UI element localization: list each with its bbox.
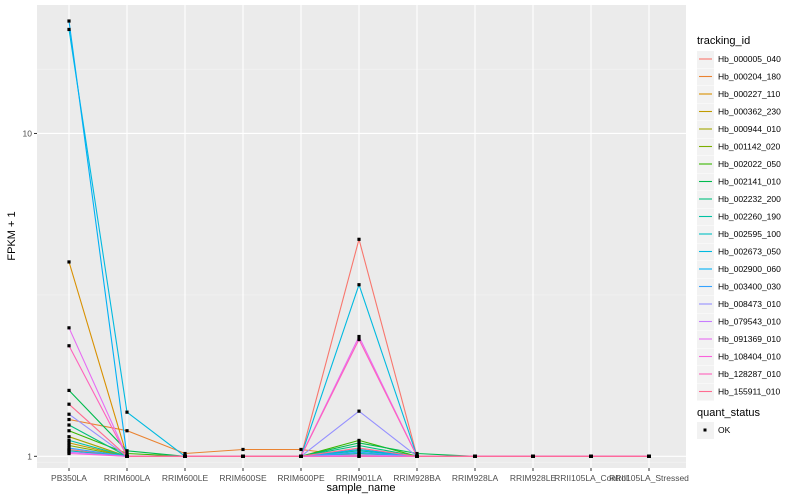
data-point xyxy=(125,449,129,453)
data-point xyxy=(67,388,71,393)
legend-label: Hb_002260_190 xyxy=(718,212,781,222)
grid xyxy=(37,5,686,468)
panel-background xyxy=(37,5,686,468)
data-point xyxy=(241,454,245,458)
x-tick-label: RRIM928LA xyxy=(452,473,499,483)
data-point xyxy=(415,454,419,458)
data-point xyxy=(357,337,361,342)
shape-legend-title: quant_status xyxy=(697,407,760,419)
legend-label: Hb_002595_100 xyxy=(718,229,781,239)
data-point xyxy=(357,334,361,339)
data-point xyxy=(415,451,419,456)
data-point xyxy=(357,409,361,413)
y-axis: 1 10 xyxy=(23,128,37,461)
data-point xyxy=(299,454,303,458)
data-point xyxy=(589,454,593,458)
y-axis-title: FPKM + 1 xyxy=(6,211,18,260)
legend-label: Hb_000362_230 xyxy=(718,107,781,117)
data-point xyxy=(125,429,129,433)
data-point xyxy=(647,454,651,458)
x-tick-label: RRIM928BA xyxy=(393,473,441,483)
legend-label: Hb_128287_010 xyxy=(718,369,781,379)
data-point xyxy=(67,402,71,406)
data-point xyxy=(357,237,361,241)
legend-label: Hb_002232_200 xyxy=(718,194,781,204)
data-point xyxy=(67,438,71,443)
points-group xyxy=(67,19,651,458)
data-point xyxy=(357,441,361,445)
data-point xyxy=(67,27,71,32)
data-point xyxy=(67,443,71,448)
legend-label: Hb_091369_010 xyxy=(718,334,781,344)
x-tick-label: RRIM600LA xyxy=(104,473,151,483)
x-tick-label: RRII105LA_Stressed xyxy=(609,473,689,483)
data-point xyxy=(67,19,71,23)
data-point xyxy=(67,451,71,456)
data-point xyxy=(357,438,361,443)
data-point xyxy=(183,454,187,458)
data-point xyxy=(357,443,361,448)
legend-label: Hb_000005_040 xyxy=(718,54,781,64)
data-point xyxy=(357,283,361,287)
x-axis: PB350LA RRIM600LA RRIM600LE RRIM600SE RRIM60… xyxy=(51,468,689,483)
legend-label: Hb_002141_010 xyxy=(718,177,781,187)
data-point xyxy=(473,454,477,458)
shape-legend-label: OK xyxy=(718,425,731,435)
legend: tracking_id Hb_000005_040 Hb_000204_180 Hb… xyxy=(697,35,781,401)
data-point xyxy=(67,326,71,330)
data-point xyxy=(67,446,71,450)
data-point xyxy=(67,260,71,264)
data-point xyxy=(67,441,71,445)
data-point xyxy=(67,429,71,433)
x-tick-label: RRIM928LE xyxy=(510,473,557,483)
x-axis-title: sample_name xyxy=(326,482,395,494)
data-point xyxy=(67,417,71,422)
data-point xyxy=(67,435,71,439)
data-point xyxy=(125,451,129,456)
legend-label: Hb_079543_010 xyxy=(718,317,781,327)
y-tick-label: 1 xyxy=(27,451,32,461)
y-tick-label: 10 xyxy=(23,128,33,138)
shape-legend-marker xyxy=(703,428,707,432)
legend-label: Hb_002673_050 xyxy=(718,247,781,257)
legend-label: Hb_000204_180 xyxy=(718,72,781,82)
x-tick-label: RRIM600SE xyxy=(219,473,267,483)
data-point xyxy=(67,412,71,416)
shape-legend: quant_status OK xyxy=(697,407,760,439)
data-point xyxy=(67,423,71,427)
x-tick-label: RRIM600PE xyxy=(277,473,325,483)
legend-label: Hb_008473_010 xyxy=(718,299,781,309)
legend-label: Hb_001142_020 xyxy=(718,142,781,152)
x-tick-label: RRIM901LA xyxy=(336,473,383,483)
legend-label: Hb_003400_030 xyxy=(718,282,781,292)
data-point xyxy=(125,454,129,458)
legend-label: Hb_108404_010 xyxy=(718,352,781,362)
legend-label: Hb_000227_110 xyxy=(718,89,781,99)
data-point xyxy=(183,451,187,456)
legend-title: tracking_id xyxy=(697,35,750,47)
x-tick-label: RRIM600LE xyxy=(162,473,209,483)
data-point xyxy=(357,446,361,450)
data-point xyxy=(531,454,535,458)
data-point xyxy=(125,410,129,414)
data-point xyxy=(67,344,71,348)
x-tick-label: PB350LA xyxy=(51,473,87,483)
data-point xyxy=(357,454,361,458)
legend-label: Hb_002022_050 xyxy=(718,159,781,169)
legend-label: Hb_155911_010 xyxy=(718,387,781,397)
legend-label: Hb_002900_060 xyxy=(718,264,781,274)
data-point xyxy=(357,450,361,454)
legend-label: Hb_000944_010 xyxy=(718,124,781,134)
data-point xyxy=(299,447,303,452)
data-point xyxy=(241,447,245,452)
x-tick-label: RRII105LA_Control xyxy=(554,473,628,483)
